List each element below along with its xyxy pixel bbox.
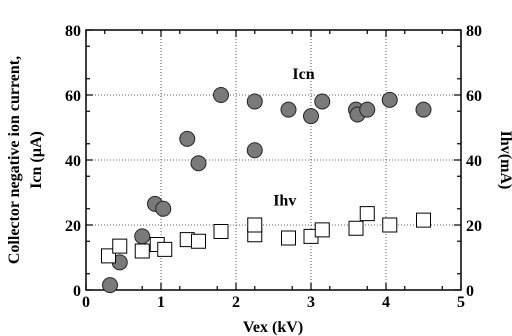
- icn-point: [102, 277, 118, 294]
- ihv-point: [281, 230, 296, 246]
- icn-point: [246, 93, 263, 110]
- x-tick-label: 3: [307, 294, 315, 311]
- ihv-point: [157, 241, 173, 257]
- ihv-point: [416, 212, 431, 228]
- icn-point: [303, 108, 319, 125]
- y-right-tick-label: 40: [466, 153, 482, 170]
- ihv-point: [101, 248, 116, 264]
- icn-point: [381, 91, 398, 108]
- icn-point: [280, 101, 297, 118]
- y-right-tick-label: 60: [466, 88, 482, 105]
- icn-point: [190, 155, 207, 172]
- x-tick-label: 1: [157, 294, 165, 311]
- ihv-point: [191, 233, 206, 249]
- y-right-tick-label: 80: [466, 23, 482, 40]
- x-tick-label: 5: [457, 294, 465, 311]
- x-tick-label: 0: [82, 294, 90, 311]
- y-left-axis-title-line2: Icn (µA): [28, 131, 45, 189]
- axis-ticks: [85, 29, 462, 291]
- ihv-point: [359, 206, 375, 222]
- y-right-axis-title: Ihv(mA): [497, 131, 512, 190]
- y-left-tick-label: 20: [65, 218, 81, 235]
- icn-point: [314, 93, 331, 110]
- data-points: [101, 87, 432, 294]
- icn-point: [246, 142, 263, 159]
- icn-point: [359, 101, 376, 118]
- x-tick-label: 2: [232, 294, 240, 311]
- y-left-tick-label: 60: [65, 88, 81, 105]
- x-tick-labels: 0 1 2 3 4 5: [82, 294, 465, 311]
- icn-point: [155, 200, 172, 217]
- y-left-tick-label: 0: [73, 283, 81, 300]
- series-annotations: Icn Ihv: [273, 66, 315, 210]
- ihv-point: [247, 217, 263, 233]
- y-right-tick-labels: 0 20 40 60 80: [466, 23, 482, 300]
- ihv-point: [134, 243, 150, 259]
- ihv-point: [314, 222, 330, 238]
- icn-point: [179, 130, 196, 147]
- y-left-tick-label: 80: [65, 23, 81, 40]
- ihv-point: [382, 217, 398, 233]
- y-left-tick-label: 40: [65, 153, 81, 170]
- ihv-point: [112, 238, 128, 254]
- y-left-axis-title-line1: Collector negative ion current,: [6, 56, 23, 264]
- series-annotation-icn: Icn: [292, 66, 314, 83]
- ihv-point: [213, 224, 229, 239]
- y-right-tick-label: 0: [466, 283, 474, 300]
- ihv-point: [348, 220, 364, 236]
- icn-point: [415, 101, 432, 118]
- icn-point: [213, 87, 229, 103]
- icn-point: [134, 228, 151, 245]
- y-left-tick-labels: 0 20 40 60 80: [65, 23, 81, 300]
- x-axis-title: Vex (kV): [243, 319, 303, 336]
- series-annotation-ihv: Ihv: [273, 193, 296, 210]
- y-right-tick-label: 20: [466, 218, 482, 235]
- x-tick-label: 4: [382, 294, 390, 311]
